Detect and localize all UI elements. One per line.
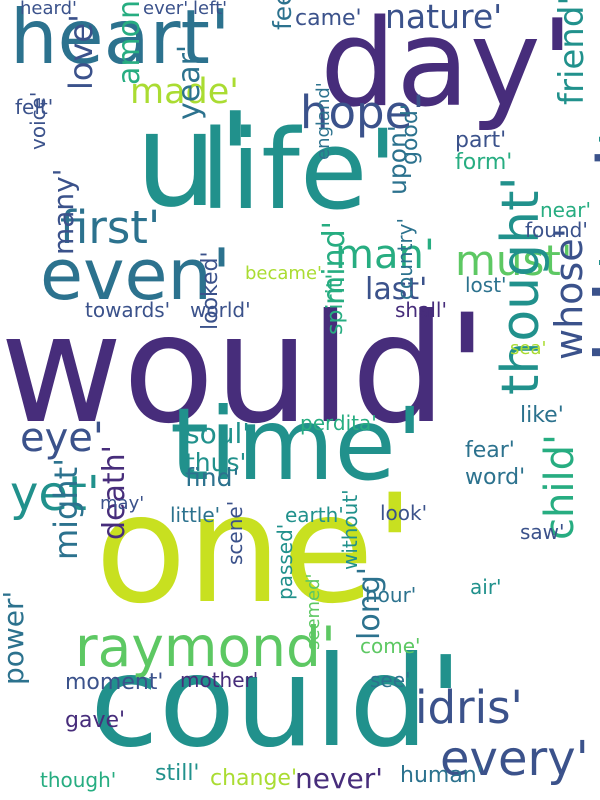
word: man' — [335, 232, 435, 278]
word: life' — [200, 106, 398, 234]
word: word' — [465, 465, 526, 490]
word: scene' — [223, 500, 247, 565]
word: england' — [313, 82, 334, 160]
word: soul' — [185, 417, 250, 450]
word: towards' — [85, 298, 171, 322]
word: every' — [440, 731, 589, 787]
word: mother' — [180, 668, 259, 692]
word: love' — [62, 14, 100, 90]
word: nature' — [385, 0, 503, 36]
word: like' — [520, 403, 564, 428]
word: u' — [135, 84, 254, 236]
word: perdita' — [300, 411, 377, 435]
word: whose' — [547, 227, 591, 360]
word: year' — [172, 44, 207, 120]
word: last' — [365, 272, 428, 307]
word: world' — [190, 298, 251, 322]
word: come' — [360, 634, 421, 658]
word: shall' — [395, 298, 447, 322]
word: hope' — [300, 86, 425, 139]
word: human' — [400, 763, 483, 788]
word: came' — [295, 6, 362, 31]
word: might' — [47, 458, 85, 560]
word: without' — [338, 489, 362, 570]
word: first' — [60, 201, 161, 254]
word: feeling' — [268, 0, 297, 30]
word: ever' — [143, 0, 189, 19]
word: eye' — [20, 415, 104, 461]
word: earth' — [285, 503, 344, 527]
word: form' — [455, 150, 513, 175]
word: one' — [95, 463, 416, 637]
word: raymond' — [75, 615, 336, 679]
word: spirit' — [323, 273, 348, 335]
word: heart' — [10, 0, 231, 81]
word: could' — [90, 630, 463, 775]
word: left' — [193, 0, 228, 19]
word: see' — [370, 668, 411, 692]
word: lost' — [465, 273, 507, 297]
word: seemed' — [303, 573, 324, 650]
word: though' — [40, 768, 117, 792]
word: friend' — [552, 0, 592, 105]
word: passed' — [273, 523, 297, 600]
word: time' — [170, 386, 424, 503]
word: moment' — [65, 670, 164, 695]
word: would' — [0, 283, 488, 457]
word: became' — [245, 263, 322, 284]
word: hour' — [365, 583, 417, 607]
word: country' — [393, 218, 417, 300]
word: thus' — [185, 448, 247, 477]
word: never' — [295, 762, 383, 795]
word: change' — [210, 766, 298, 791]
word: yet' — [10, 466, 100, 522]
word: among' — [112, 0, 147, 85]
word: heard' — [20, 0, 77, 19]
word: still' — [155, 761, 200, 786]
word: gave' — [65, 708, 126, 733]
word: found' — [525, 218, 588, 242]
word: near' — [540, 198, 591, 222]
word: hand' — [590, 116, 600, 270]
word: air' — [470, 575, 502, 599]
word: made' — [130, 72, 239, 112]
word: even' — [40, 234, 232, 316]
word: saw' — [520, 520, 565, 544]
word: many' — [47, 168, 80, 255]
word: sea' — [510, 338, 547, 359]
word: good' — [398, 104, 423, 165]
word: may' — [100, 493, 145, 514]
word: power' — [0, 590, 30, 685]
word: looked' — [198, 251, 223, 330]
word: day' — [320, 0, 574, 134]
word: felt' — [15, 95, 54, 119]
word: idris' — [415, 681, 523, 734]
word: look' — [380, 501, 428, 525]
word: little' — [170, 503, 221, 527]
word: part' — [455, 128, 507, 153]
word: fear' — [465, 438, 515, 463]
word: find' — [185, 463, 240, 492]
word: must' — [455, 236, 573, 285]
